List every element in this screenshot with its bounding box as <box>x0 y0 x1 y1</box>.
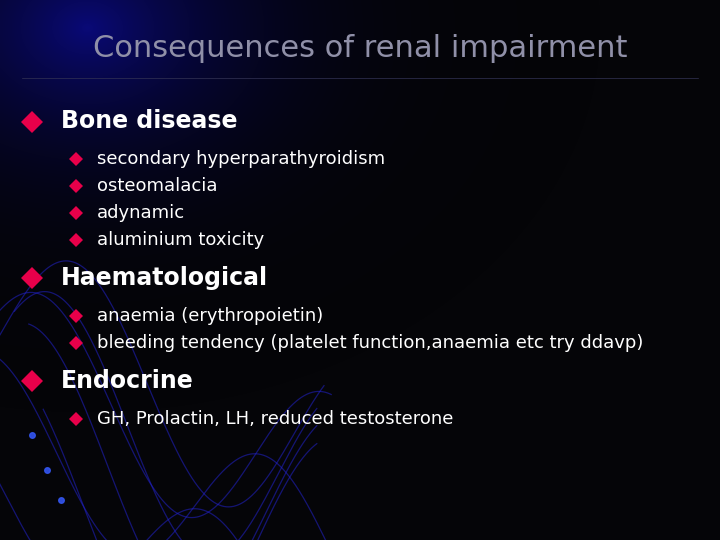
Text: adynamic: adynamic <box>97 204 185 222</box>
Text: GH, Prolactin, LH, reduced testosterone: GH, Prolactin, LH, reduced testosterone <box>97 409 454 428</box>
Text: Consequences of renal impairment: Consequences of renal impairment <box>93 34 627 63</box>
Text: Haematological: Haematological <box>61 266 269 290</box>
Text: aluminium toxicity: aluminium toxicity <box>97 231 264 249</box>
Text: anaemia (erythropoietin): anaemia (erythropoietin) <box>97 307 323 325</box>
Text: Bone disease: Bone disease <box>61 110 238 133</box>
Text: Endocrine: Endocrine <box>61 369 194 393</box>
Text: bleeding tendency (platelet function,anaemia etc try ddavp): bleeding tendency (platelet function,ana… <box>97 334 644 352</box>
Text: osteomalacia: osteomalacia <box>97 177 217 195</box>
Text: secondary hyperparathyroidism: secondary hyperparathyroidism <box>97 150 385 168</box>
